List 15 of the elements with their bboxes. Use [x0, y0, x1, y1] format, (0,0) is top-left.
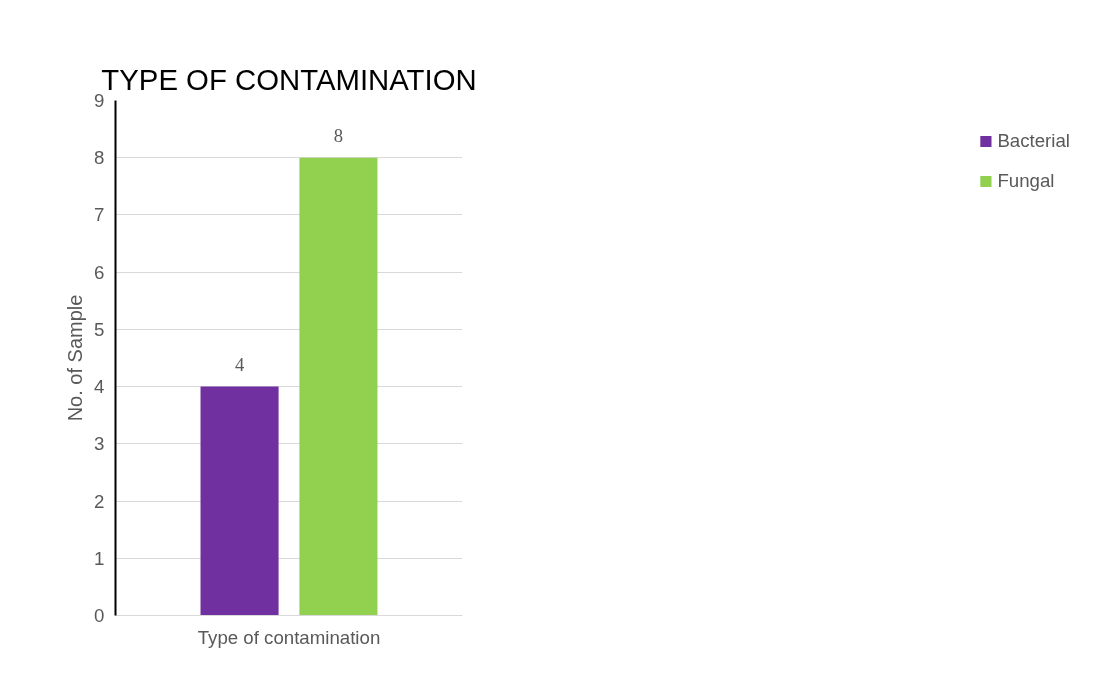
legend-label: Fungal: [997, 170, 1055, 192]
y-tick-label: 8: [94, 147, 105, 169]
y-axis-title: No. of Sample: [64, 294, 87, 422]
y-tick-label: 0: [94, 605, 105, 626]
y-tick-label: 5: [94, 318, 105, 340]
y-tick-label: 1: [94, 547, 105, 569]
y-tick-label: 3: [94, 433, 105, 455]
y-tick-label: 6: [94, 261, 105, 283]
y-tick-label: 2: [94, 490, 105, 512]
data-label: 4: [234, 353, 245, 375]
data-label: 8: [333, 124, 344, 146]
legend-label: Bacterial: [997, 130, 1070, 152]
y-tick-label: 7: [94, 204, 105, 226]
y-tick-label: 4: [94, 376, 105, 398]
x-tick-label: Type of contamination: [197, 626, 381, 648]
